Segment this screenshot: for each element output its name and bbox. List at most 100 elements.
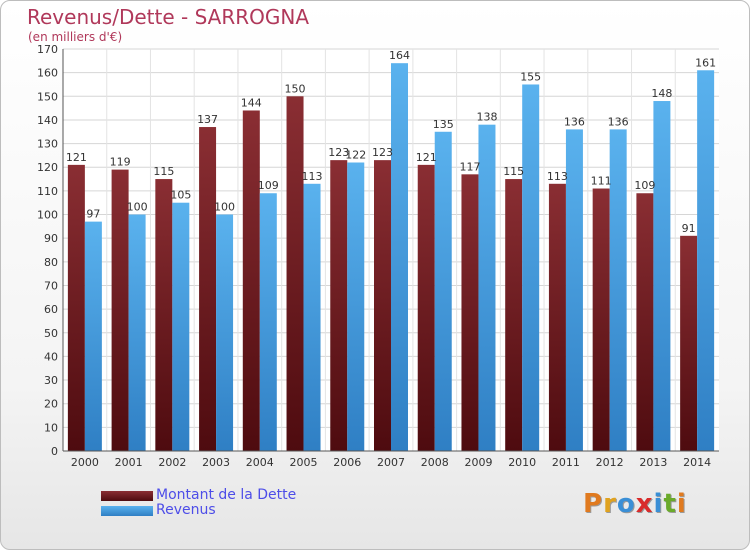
bar-dette <box>592 188 610 452</box>
data-labels: 1219711910011510513710014410915011312312… <box>66 49 716 235</box>
data-label-revenus: 161 <box>695 56 716 69</box>
y-tick-label: 0 <box>51 445 58 458</box>
bar-revenus <box>259 193 277 451</box>
x-tick-label: 2000 <box>71 456 99 469</box>
bar-dette <box>461 174 479 451</box>
y-tick-label: 20 <box>44 398 58 411</box>
x-tick-label: 2011 <box>552 456 580 469</box>
legend-label-revenus: Revenus <box>156 502 216 518</box>
bar-dette <box>199 127 217 452</box>
legend-swatch-revenus <box>101 506 153 516</box>
bar-series <box>67 63 715 452</box>
y-tick-label: 160 <box>37 67 58 80</box>
data-label-revenus: 122 <box>345 149 366 162</box>
legend-label-dette: Montant de la Dette <box>156 487 297 503</box>
data-label-revenus: 100 <box>214 201 235 214</box>
data-label-dette: 119 <box>110 156 131 169</box>
x-tick-label: 2009 <box>464 456 492 469</box>
y-tick-label: 10 <box>44 421 58 434</box>
data-label-dette: 115 <box>153 165 174 178</box>
logo-letter: r <box>603 489 617 519</box>
chart-subtitle: (en milliers d'€) <box>28 30 123 44</box>
bar-dette <box>242 110 260 451</box>
bar-revenus <box>434 131 452 451</box>
data-label-dette: 111 <box>591 175 612 188</box>
x-tick-label: 2006 <box>333 456 361 469</box>
bar-dette <box>374 160 391 451</box>
bar-revenus <box>128 214 146 451</box>
data-label-revenus: 100 <box>127 201 148 214</box>
x-tick-label: 2005 <box>290 456 318 469</box>
y-tick-label: 100 <box>37 209 58 222</box>
x-tick-label: 2008 <box>421 456 449 469</box>
logo-letter: i <box>653 489 664 519</box>
y-tick-label: 60 <box>44 303 58 316</box>
x-tick-label: 2013 <box>639 456 667 469</box>
data-label-revenus: 97 <box>86 208 100 221</box>
data-label-dette: 121 <box>416 151 437 164</box>
data-label-revenus: 155 <box>520 70 541 83</box>
data-label-revenus: 113 <box>302 170 323 183</box>
data-label-dette: 144 <box>241 96 262 109</box>
x-tick-label: 2002 <box>158 456 186 469</box>
y-tick-label: 50 <box>44 327 58 340</box>
data-label-dette: 150 <box>285 82 306 95</box>
data-label-dette: 115 <box>503 165 524 178</box>
bar-dette <box>67 164 85 451</box>
bar-revenus <box>84 221 102 451</box>
bar-revenus <box>478 124 496 451</box>
data-label-dette: 117 <box>459 160 480 173</box>
bar-revenus <box>391 63 408 452</box>
bar-revenus <box>565 129 583 451</box>
logo-letter: o <box>616 489 636 519</box>
y-tick-label: 130 <box>37 138 58 151</box>
y-tick-label: 110 <box>37 185 58 198</box>
legend-swatch-dette <box>101 491 153 501</box>
bar-revenus <box>697 70 715 452</box>
data-label-revenus: 138 <box>476 111 497 124</box>
y-tick-label: 30 <box>44 374 58 387</box>
bar-dette <box>111 169 129 451</box>
x-tick-label: 2014 <box>683 456 711 469</box>
data-label-dette: 91 <box>682 222 696 235</box>
data-label-revenus: 105 <box>170 189 191 202</box>
y-tick-label: 40 <box>44 350 58 363</box>
bar-dette <box>417 164 435 451</box>
bar-revenus <box>653 101 671 451</box>
y-tick-label: 90 <box>44 232 58 245</box>
data-label-revenus: 135 <box>433 118 454 131</box>
bar-dette <box>330 160 348 451</box>
y-tick-label: 170 <box>37 43 58 56</box>
x-tick-label: 2007 <box>377 456 405 469</box>
bar-revenus <box>303 183 321 451</box>
data-label-revenus: 109 <box>258 179 279 192</box>
x-tick-label: 2004 <box>246 456 274 469</box>
logo-letter: P <box>583 489 604 519</box>
proxiti-logo: Proxiti <box>583 489 687 519</box>
bar-revenus <box>522 84 540 452</box>
y-tick-label: 70 <box>44 279 58 292</box>
axes: 0 10 20 30 40 50 60 70 80 90 100 110 120 130 140 150 160… <box>37 43 719 469</box>
y-tick-label: 80 <box>44 256 58 269</box>
data-label-dette: 123 <box>328 146 349 159</box>
data-label-revenus: 136 <box>564 115 585 128</box>
bar-dette <box>636 193 654 451</box>
logo-letter: t <box>663 489 677 519</box>
data-label-dette: 123 <box>372 146 393 159</box>
logo-letter: x <box>635 489 654 519</box>
x-tick-label: 2003 <box>202 456 230 469</box>
bar-dette <box>548 183 566 451</box>
bar-revenus <box>609 129 627 451</box>
data-label-dette: 113 <box>547 170 568 183</box>
bar-dette <box>680 235 698 451</box>
bar-revenus <box>216 214 234 451</box>
data-label-revenus: 148 <box>651 87 672 100</box>
chart-title: Revenus/Dette - SARROGNA <box>27 5 310 29</box>
y-tick-label: 150 <box>37 90 58 103</box>
bar-revenus <box>172 202 190 451</box>
x-tick-label: 2001 <box>115 456 143 469</box>
bar-dette <box>286 96 304 451</box>
bar-dette <box>505 179 523 451</box>
